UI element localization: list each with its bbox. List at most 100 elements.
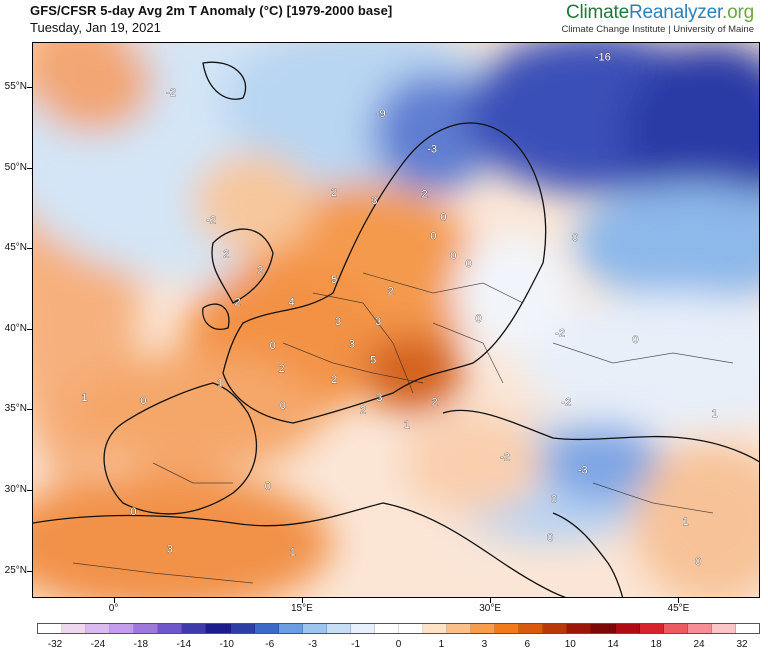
colorbar-cell [615,624,640,633]
colorbar-cell [495,624,520,633]
contour-label: 3 [349,339,355,351]
colorbar-tick-label: -18 [133,639,149,650]
longitude-label: 30°E [479,603,502,614]
colorbar-cell [735,624,759,633]
contour-label: 0 [280,400,286,412]
colorbar-tick-label: 6 [524,639,531,650]
contour-label: 0 [140,395,146,407]
colorbar-tick-label: -1 [351,639,361,650]
logo-subtitle: Climate Change Institute | University of… [561,24,754,35]
contour-label: 0 [450,250,456,262]
contour-label: 2 [278,363,284,375]
latitude-label: 45°N [4,242,27,254]
colorbar-cell [711,624,736,633]
contour-label: -9 [376,108,386,120]
contour-label: 2 [432,397,438,409]
latitude-label: 30°N [4,484,27,496]
colorbar-cell [38,624,63,633]
colorbar-tick-label: -6 [265,639,275,650]
contour-label: 2 [223,248,229,260]
longitude-tick [678,598,680,603]
colorbar-cell [519,624,544,633]
chart-title: GFS/CFSR 5-day Avg 2m T Anomaly (°C) [19… [30,3,393,18]
colorbar-cell [86,624,111,633]
colorbar-tick-label: -3 [308,639,318,650]
colorbar-tick-label: 14 [607,639,619,650]
latitude-tick [27,87,32,89]
colorbar-cell [182,624,207,633]
contour-label: 5 [331,274,337,286]
colorbar [37,623,760,634]
contour-label: 4 [289,297,295,309]
colorbar-cell [350,624,375,633]
colorbar-cell [639,624,664,633]
colorbar-cell [543,624,568,633]
contour-label: 1 [404,419,410,431]
colorbar-cell [254,624,279,633]
coastlines [33,61,759,597]
contour-label: 3 [376,392,382,404]
contour-label: 1 [683,516,689,528]
contour-label: 3 [371,195,377,207]
colorbar-tick-label: -10 [219,639,234,650]
colorbar-cell [62,624,87,633]
longitude-label: 15°E [290,603,313,614]
colorbar-cell [110,624,135,633]
anomaly-map: -16 -9 -3 -2 2 3 2 0 0 0 0 0 -2 2 5 2 4 2 2 0 3 3 -2 3 5 0 2 2 0 3 2 2-… [32,42,760,598]
contour-label: 0 [632,334,638,346]
latitude-tick [27,248,32,250]
colorbar-cell [591,624,616,633]
chart-date: Tuesday, Jan 19, 2021 [30,20,161,35]
logo-part-reanalyzer: Reanalyzer [628,2,723,23]
borders [72,272,734,584]
latitude-tick [27,167,32,169]
contour-label: 1 [81,392,87,404]
latitude-tick [27,328,32,330]
colorbar-cell [326,624,351,633]
colorbar-tick-label: -32 [47,639,63,650]
contour-label: 3 [167,543,173,555]
contour-label: 2 [360,405,366,417]
climate-reanalyzer-logo[interactable]: ClimateReanalyzer.org Climate Change Ins… [561,2,754,35]
colorbar-cell [423,624,448,633]
contour-label: 0 [265,480,271,492]
colorbar-cell [230,624,255,633]
latitude-label: 50°N [4,161,27,173]
colorbar-cell [567,624,592,633]
anomaly-field [33,43,759,597]
contour-label: 0 [476,313,482,325]
contour-label: -2 [500,451,510,463]
contour-label: 1 [290,546,296,558]
contour-label: -16 [595,52,611,64]
contour-label: 0 [130,506,136,518]
contour-label: 1 [711,408,717,420]
longitude-tick [490,598,492,603]
longitude-label: 45°E [667,603,690,614]
contour-label: 0 [430,231,436,243]
logo-wordmark: ClimateReanalyzer.org [561,2,754,23]
contour-label: 2 [388,285,394,297]
latitude-label: 55°N [4,81,27,93]
longitude-tick [301,598,303,603]
longitude-label: 0° [108,603,119,614]
colorbar-cell [374,624,399,633]
colorbar-tick-label: -24 [90,639,106,650]
colorbar-cell [278,624,303,633]
contour-label: 2 [331,374,337,386]
colorbar-cell [398,624,423,633]
contour-label: 0 [547,532,553,544]
colorbar-cell [302,624,327,633]
contour-label: 5 [370,355,376,367]
logo-part-climate: Climate [565,2,629,23]
colorbar-cell [687,624,712,633]
contour-label: 0 [695,556,701,568]
colorbar-cell [447,624,472,633]
longitude-tick [113,598,115,603]
colorbar-tick-label: 18 [650,639,662,650]
colorbar-cell [471,624,496,633]
logo-part-org: .org [722,2,754,23]
contour-label: -3 [578,464,588,476]
colorbar-tick-label: -14 [176,639,192,650]
latitude-label: 35°N [4,403,27,415]
